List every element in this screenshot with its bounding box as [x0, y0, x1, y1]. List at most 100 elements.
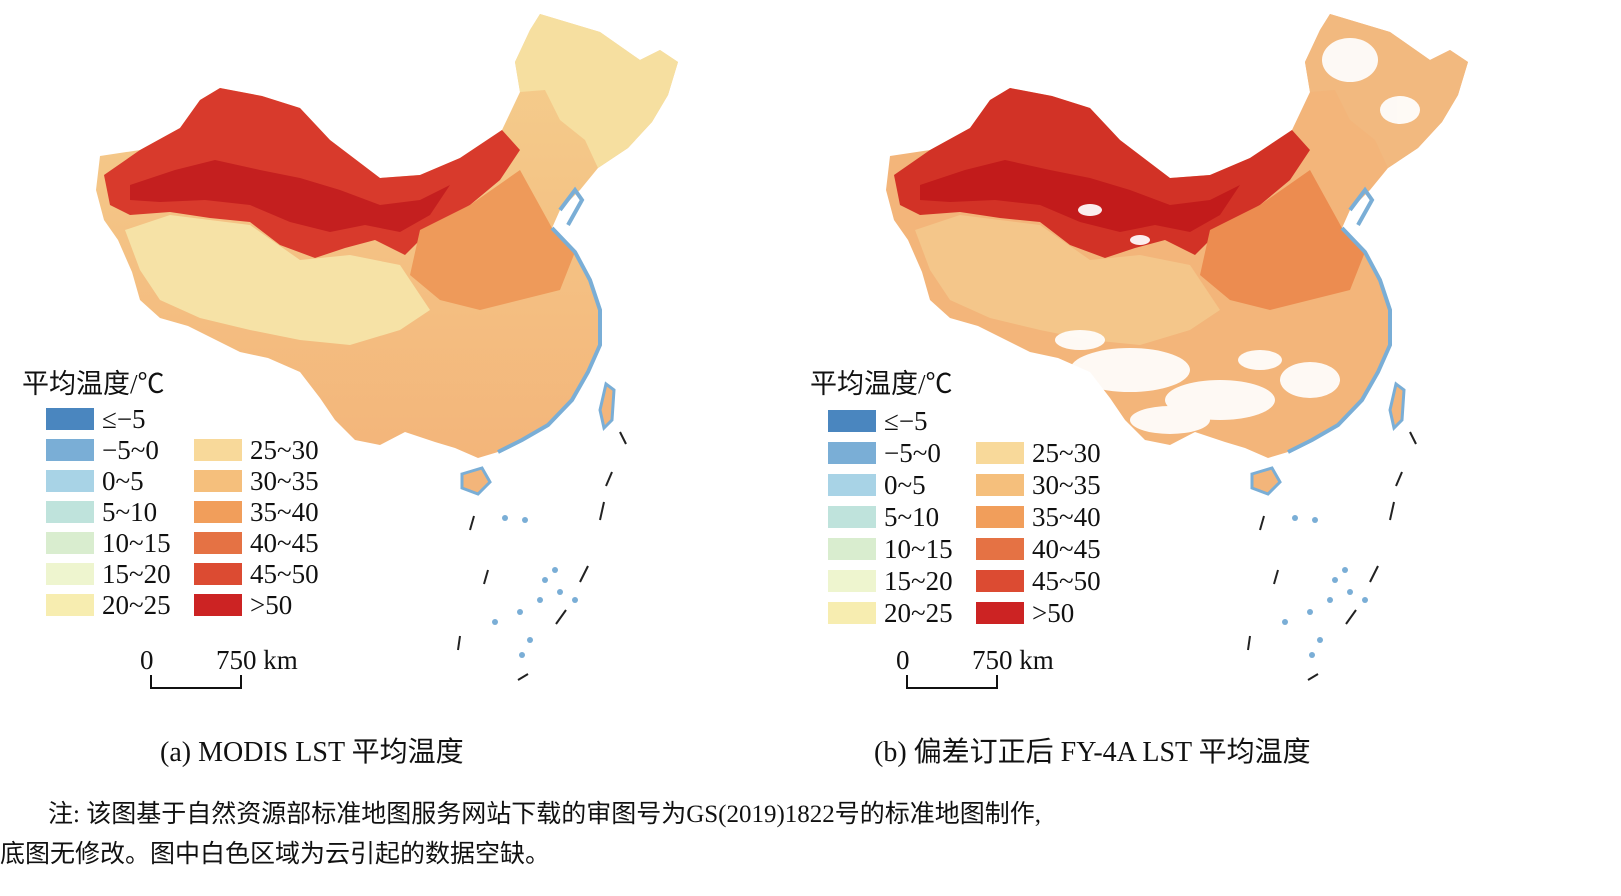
- legend-swatch: [194, 594, 242, 616]
- legend-item: 10~15: [46, 528, 171, 558]
- legend-swatch: [828, 506, 876, 528]
- scale-end: 750 km: [972, 645, 1054, 675]
- south-sea-islands: [1282, 515, 1368, 658]
- legend-swatch: [46, 470, 94, 492]
- legend-swatch: [194, 532, 242, 554]
- legend-swatch: [828, 442, 876, 464]
- legend-item: 5~10: [46, 497, 157, 527]
- legend-item: 25~30: [976, 438, 1101, 468]
- legend-item: 35~40: [194, 497, 319, 527]
- legend-item: −5~0: [46, 435, 159, 465]
- legend-label: >50: [250, 589, 293, 620]
- legend-a: 平均温度/℃ ≤−5 −5~0 0~5 5~10 10~15 15~20 20~…: [22, 362, 352, 632]
- china-lst-map-b: [886, 14, 1468, 681]
- legend-swatch: [46, 532, 94, 554]
- legend-label: 20~25: [102, 589, 171, 620]
- legend-swatch: [976, 538, 1024, 560]
- scale-bar-a: 0 750 km: [140, 645, 340, 695]
- legend-label: 0~5: [102, 465, 144, 496]
- legend-swatch: [46, 594, 94, 616]
- legend-swatch: [46, 439, 94, 461]
- legend-item: 20~25: [46, 590, 171, 620]
- legend-label: 40~45: [1032, 533, 1101, 564]
- scale-line: [150, 675, 242, 689]
- legend-item: 35~40: [976, 502, 1101, 532]
- legend-label: ≤−5: [884, 405, 928, 436]
- legend-label: 45~50: [250, 558, 319, 589]
- legend-label: −5~0: [884, 437, 941, 468]
- scale-end: 750 km: [216, 645, 298, 675]
- legend-swatch: [976, 442, 1024, 464]
- legend-item: 20~25: [828, 598, 953, 628]
- legend-label: 10~15: [102, 527, 171, 558]
- legend-label: 25~30: [1032, 437, 1101, 468]
- legend-item: 45~50: [976, 566, 1101, 596]
- legend-swatch: [194, 439, 242, 461]
- caption-b: (b) 偏差订正后 FY-4A LST 平均温度: [874, 737, 1311, 768]
- legend-label: 40~45: [250, 527, 319, 558]
- legend-label: 10~15: [884, 533, 953, 564]
- caption-a: (a) MODIS LST 平均温度: [160, 737, 464, 768]
- legend-item: 30~35: [194, 466, 319, 496]
- hainan: [460, 466, 492, 496]
- legend-label: 35~40: [250, 496, 319, 527]
- legend-label: ≤−5: [102, 403, 146, 434]
- legend-item: ≤−5: [828, 406, 928, 436]
- legend-swatch: [828, 570, 876, 592]
- legend-swatch: [194, 501, 242, 523]
- legend-swatch: [194, 563, 242, 585]
- legend-label: 20~25: [884, 597, 953, 628]
- legend-label: >50: [1032, 597, 1075, 628]
- legend-title: 平均温度/℃: [810, 369, 953, 399]
- legend-swatch: [46, 408, 94, 430]
- scale-bar-b: 0 750 km: [896, 645, 1096, 695]
- legend-item: 30~35: [976, 470, 1101, 500]
- cloud-gaps: [1055, 38, 1420, 434]
- legend-item: 40~45: [194, 528, 319, 558]
- legend-swatch: [828, 602, 876, 624]
- south-sea-islands: [492, 515, 578, 658]
- legend-label: 5~10: [884, 501, 940, 532]
- note-line-1: 注: 该图基于自然资源部标准地图服务网站下载的审图号为GS(2019)1822号…: [48, 801, 1042, 828]
- legend-label: 5~10: [102, 496, 158, 527]
- legend-item: 45~50: [194, 559, 319, 589]
- legend-item: 40~45: [976, 534, 1101, 564]
- legend-swatch: [828, 410, 876, 432]
- legend-swatch: [46, 501, 94, 523]
- legend-swatch: [976, 506, 1024, 528]
- legend-item: 15~20: [828, 566, 953, 596]
- legend-swatch: [194, 470, 242, 492]
- legend-swatch: [828, 474, 876, 496]
- legend-item: 0~5: [828, 470, 926, 500]
- legend-item: −5~0: [828, 438, 941, 468]
- legend-item: 10~15: [828, 534, 953, 564]
- legend-title: 平均温度/℃: [22, 369, 165, 399]
- legend-label: 15~20: [102, 558, 171, 589]
- legend-swatch: [976, 570, 1024, 592]
- legend-label: 45~50: [1032, 565, 1101, 596]
- taiwan: [598, 381, 616, 431]
- legend-label: 30~35: [1032, 469, 1101, 500]
- nine-dash-line: [457, 431, 627, 681]
- note-line-2: 底图无修改。图中白色区域为云引起的数据空缺。: [0, 841, 551, 868]
- legend-item: 25~30: [194, 435, 319, 465]
- legend-item: 15~20: [46, 559, 171, 589]
- legend-item: ≤−5: [46, 404, 146, 434]
- hainan: [1250, 466, 1282, 496]
- legend-label: 0~5: [884, 469, 926, 500]
- legend-label: 25~30: [250, 434, 319, 465]
- legend-swatch: [976, 602, 1024, 624]
- legend-b: 平均温度/℃ ≤−5 −5~0 0~5 5~10 10~15 15~20 20~…: [810, 362, 1140, 632]
- legend-item: >50: [976, 598, 1074, 628]
- legend-swatch: [46, 563, 94, 585]
- nine-dash-line: [1247, 431, 1417, 681]
- scale-line: [906, 675, 998, 689]
- map-panel-a: 平均温度/℃ ≤−5 −5~0 0~5 5~10 10~15 15~20 20~…: [0, 0, 800, 768]
- china-lst-map-a: [96, 14, 678, 681]
- legend-item: 5~10: [828, 502, 939, 532]
- legend-label: 35~40: [1032, 501, 1101, 532]
- legend-label: −5~0: [102, 434, 159, 465]
- legend-swatch: [976, 474, 1024, 496]
- scale-start: 0: [896, 645, 910, 675]
- legend-label: 15~20: [884, 565, 953, 596]
